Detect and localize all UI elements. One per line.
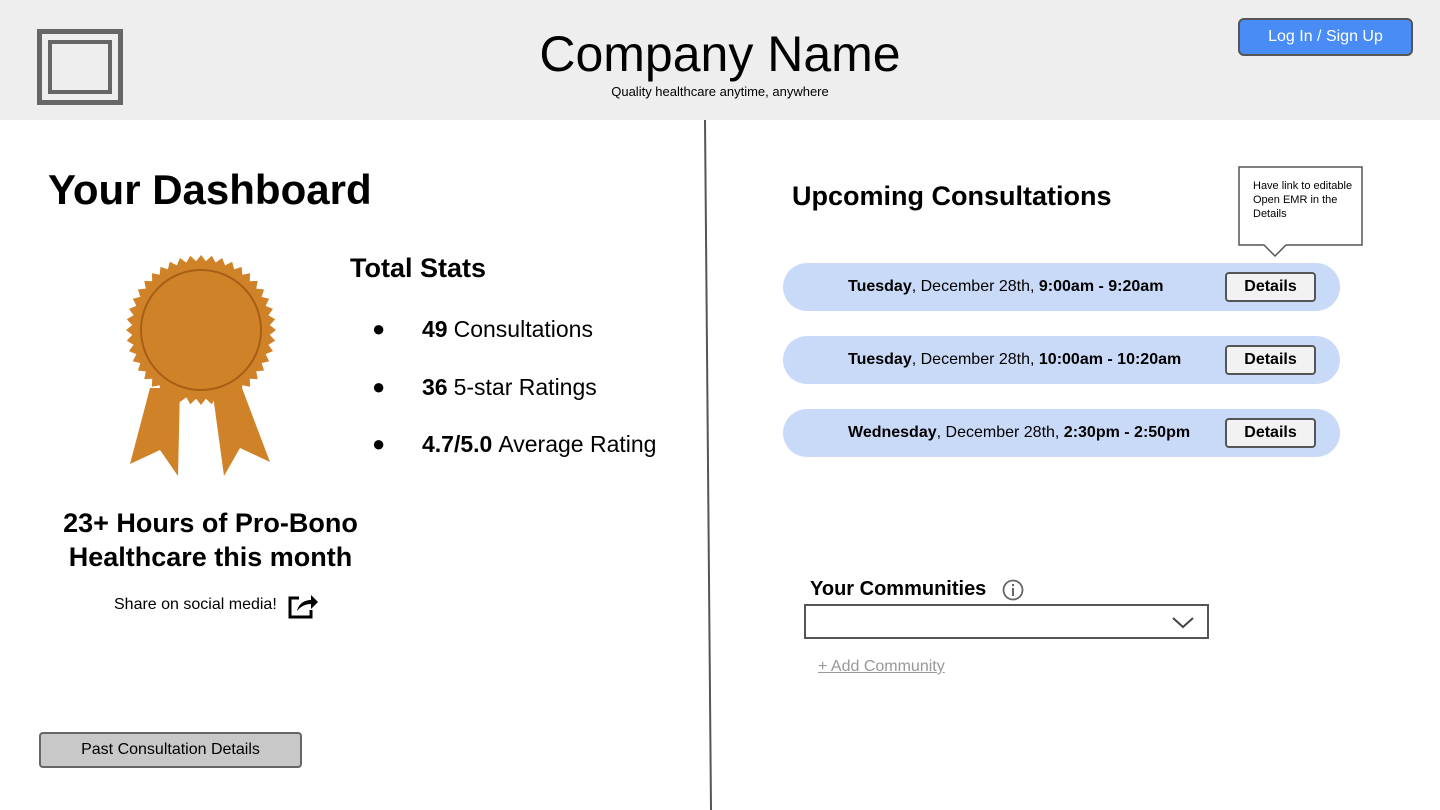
stat-label: 5-star Ratings bbox=[453, 373, 597, 400]
past-consultation-details-button[interactable]: Past Consultation Details bbox=[39, 732, 302, 768]
details-button[interactable]: Details bbox=[1225, 272, 1316, 302]
total-stats-title: Total Stats bbox=[350, 253, 487, 283]
callout-bubble bbox=[1238, 166, 1363, 258]
header: Company Name Quality healthcare anytime,… bbox=[0, 0, 1440, 120]
stat-five-star-ratings: ● 36 5-star Ratings bbox=[372, 373, 597, 400]
communities-label-row: Your Communities bbox=[810, 578, 1024, 601]
login-signup-button[interactable]: Log In / Sign Up bbox=[1238, 18, 1413, 56]
consultation-day: Tuesday bbox=[848, 278, 912, 295]
company-name: Company Name bbox=[539, 26, 901, 82]
callout-text: Have link to editable Open EMR in the De… bbox=[1253, 180, 1353, 220]
stat-average-rating: ● 4.7/5.0 Average Rating bbox=[372, 431, 657, 457]
upcoming-consultations-title: Upcoming Consultations bbox=[792, 181, 1112, 211]
consultation-item: Wednesday, December 28th, 2:30pm - 2:50p… bbox=[783, 409, 1340, 457]
share-label: Share on social media! bbox=[114, 596, 277, 613]
tagline: Quality healthcare anytime, anywhere bbox=[611, 84, 829, 99]
stat-value: 4.7/5.0 bbox=[422, 431, 493, 457]
consultation-text: Tuesday, December 28th, 10:00am - 10:20a… bbox=[848, 336, 1181, 384]
annotation-callout: Have link to editable Open EMR in the De… bbox=[1238, 166, 1364, 263]
probono-line-1: 23+ Hours of Pro-Bono bbox=[63, 508, 358, 538]
share-icon[interactable] bbox=[287, 590, 319, 620]
info-icon[interactable] bbox=[1002, 579, 1024, 601]
consultation-text: Wednesday, December 28th, 2:30pm - 2:50p… bbox=[848, 409, 1190, 457]
consultation-day: Wednesday bbox=[848, 424, 937, 441]
stat-label: Average Rating bbox=[498, 431, 657, 457]
consultation-item: Tuesday, December 28th, 9:00am - 9:20am … bbox=[783, 263, 1340, 311]
details-button[interactable]: Details bbox=[1225, 345, 1316, 375]
page-title: Your Dashboard bbox=[48, 166, 372, 213]
logo-placeholder-icon bbox=[37, 29, 123, 105]
communities-dropdown[interactable] bbox=[804, 604, 1209, 639]
stats-list: ● 49 Consultations ● 36 5-star Ratings ● 4.7/… bbox=[372, 316, 656, 489]
probono-line-2: Healthcare this month bbox=[68, 542, 353, 572]
probono-hours-headline: 23+ Hours of Pro-Bono Healthcare this mo… bbox=[38, 506, 383, 574]
chevron-down-icon bbox=[1172, 617, 1194, 629]
consultation-time: 9:00am - 9:20am bbox=[1038, 278, 1164, 295]
add-community-link[interactable]: + Add Community bbox=[818, 658, 945, 675]
communities-label: Your Communities bbox=[810, 578, 987, 600]
consultation-date: , December 28th, bbox=[911, 278, 1039, 295]
award-medal-icon bbox=[126, 255, 276, 476]
consultation-text: Tuesday, December 28th, 9:00am - 9:20am bbox=[848, 263, 1163, 311]
share-row: Share on social media! bbox=[114, 590, 319, 620]
details-button[interactable]: Details bbox=[1225, 418, 1316, 448]
consultation-date: , December 28th, bbox=[911, 351, 1039, 368]
consultation-day: Tuesday bbox=[848, 351, 912, 368]
stat-consultations: ● 49 Consultations bbox=[372, 316, 593, 342]
consultation-time: 2:30pm - 2:50pm bbox=[1063, 424, 1191, 441]
stat-value: 36 bbox=[422, 373, 448, 400]
consultation-date: , December 28th, bbox=[936, 424, 1064, 441]
consultation-time: 10:00am - 10:20am bbox=[1038, 351, 1182, 368]
stat-value: 49 bbox=[422, 316, 448, 342]
stat-label: Consultations bbox=[453, 316, 593, 342]
consultation-item: Tuesday, December 28th, 10:00am - 10:20a… bbox=[783, 336, 1340, 384]
